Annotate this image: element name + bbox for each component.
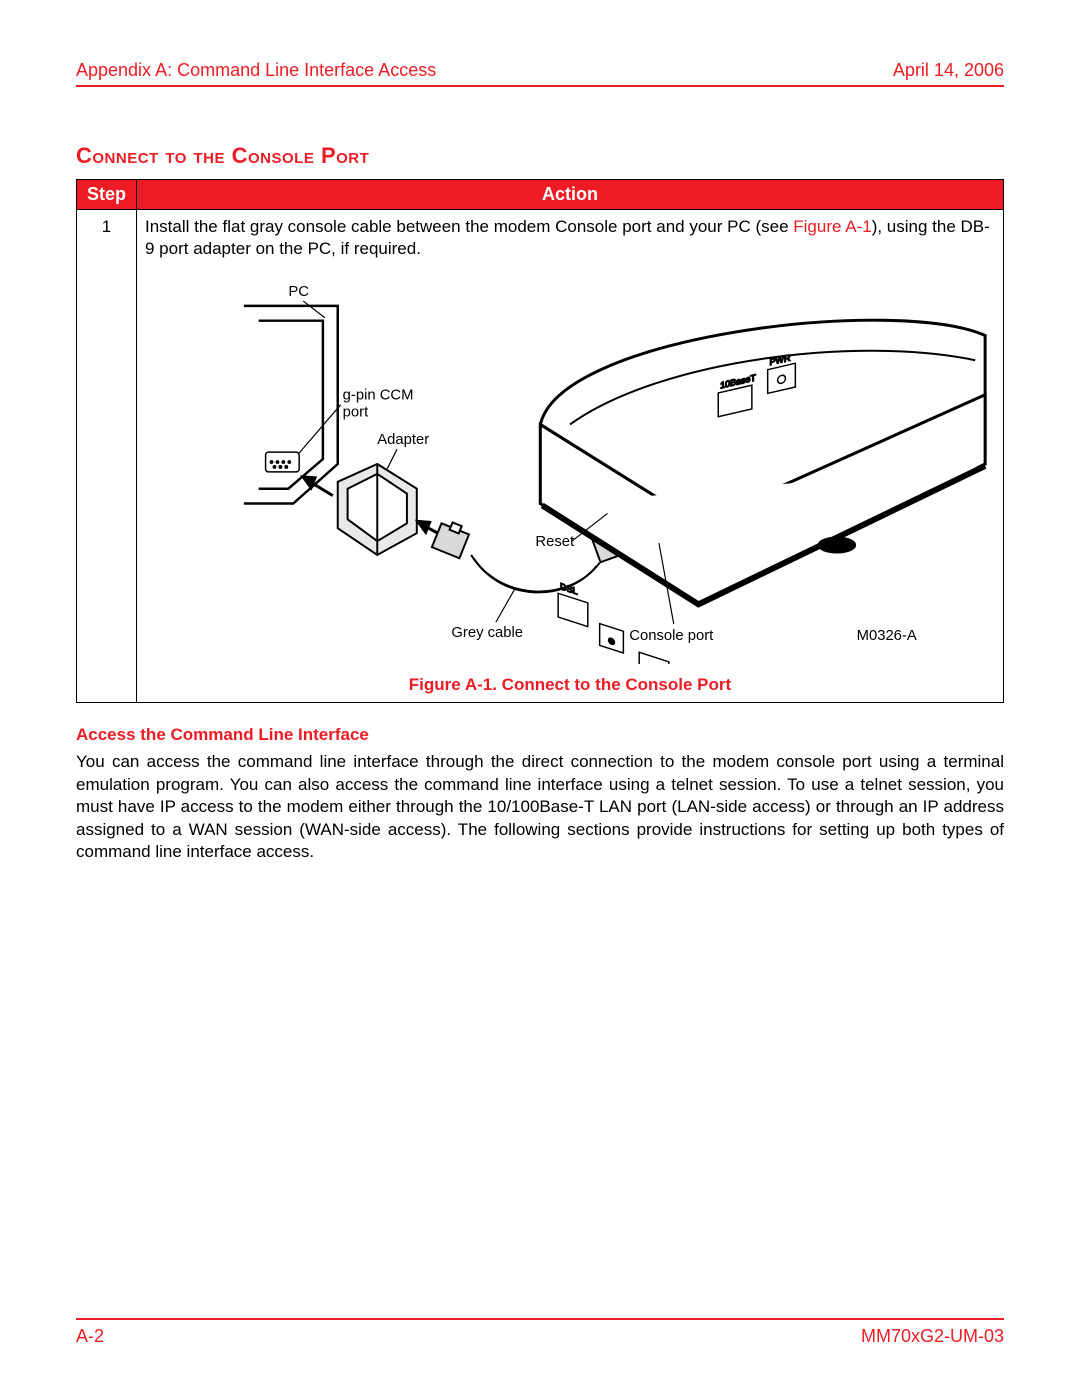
step-number: 1 — [77, 210, 137, 703]
header-right: April 14, 2006 — [893, 60, 1004, 81]
page-footer: A-2 MM70xG2-UM-03 — [76, 1318, 1004, 1347]
label-adapter: Adapter — [377, 432, 429, 448]
label-grey-cable: Grey cable — [451, 625, 523, 641]
subsection-heading: Access the Command Line Interface — [76, 725, 1004, 745]
footer-left: A-2 — [76, 1326, 104, 1347]
label-reset: Reset — [535, 534, 574, 550]
steps-table: Step Action 1 Install the flat gray cons… — [76, 179, 1004, 703]
figure-caption: Figure A-1. Connect to the Console Port — [145, 674, 995, 696]
action-text-before: Install the flat gray console cable betw… — [145, 217, 793, 236]
subsection-body: You can access the command line interfac… — [76, 751, 1004, 863]
header-left: Appendix A: Command Line Interface Acces… — [76, 60, 436, 81]
label-console-port: Console port — [629, 628, 713, 644]
table-row: 1 Install the flat gray console cable be… — [77, 210, 1004, 703]
footer-right: MM70xG2-UM-03 — [861, 1326, 1004, 1347]
label-ccm-1: g-pin CCM — [343, 388, 414, 404]
figure-reference-link[interactable]: Figure A-1 — [793, 217, 871, 236]
col-action: Action — [137, 180, 1004, 210]
label-ccm-2: port — [343, 405, 369, 421]
figure-diagram: PC g-pin CCM por — [145, 264, 995, 664]
page-header: Appendix A: Command Line Interface Acces… — [76, 60, 1004, 87]
section-title: Connect to the Console Port — [76, 143, 1004, 169]
label-pc: PC — [288, 284, 309, 300]
step-action: Install the flat gray console cable betw… — [137, 210, 1004, 703]
col-step: Step — [77, 180, 137, 210]
label-figure-code: M0326-A — [857, 628, 917, 644]
